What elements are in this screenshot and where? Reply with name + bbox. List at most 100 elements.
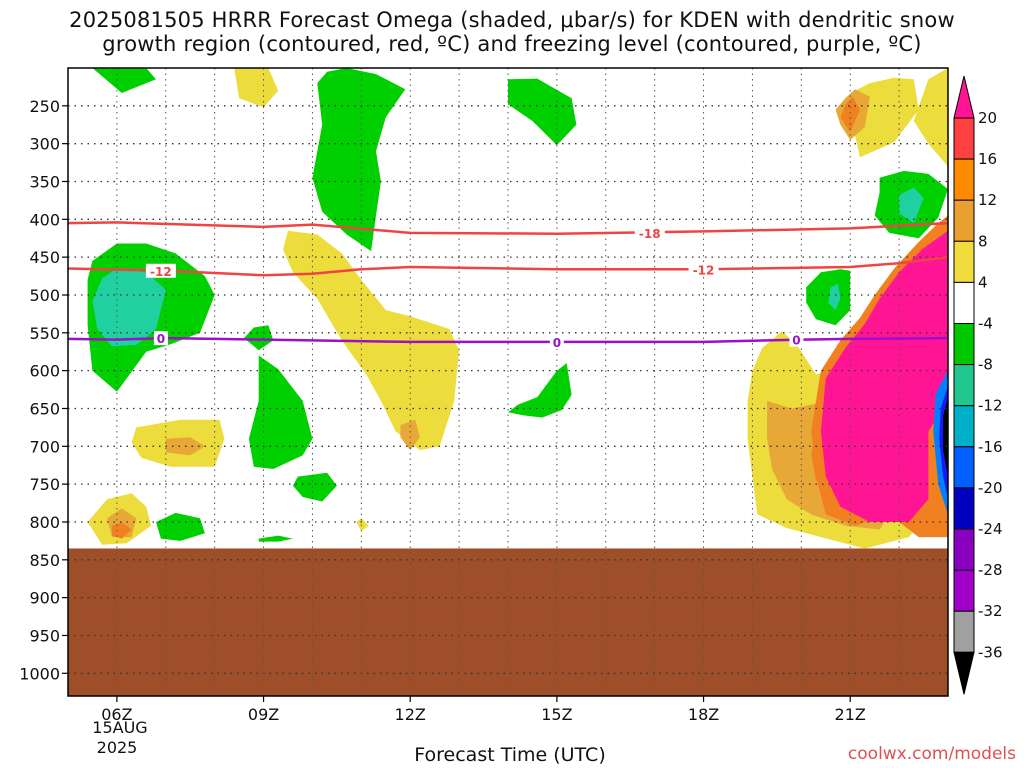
colorbar-label: -4 bbox=[978, 315, 993, 333]
colorbar-label: 16 bbox=[978, 150, 997, 168]
date-label-line-1: 15AUG bbox=[92, 718, 147, 737]
colorbar-segment bbox=[953, 364, 975, 407]
x-tick-label: 21Z bbox=[835, 705, 866, 724]
omega-region bbox=[156, 512, 205, 541]
y-tick-label: 300 bbox=[29, 135, 60, 154]
y-tick-label: 900 bbox=[29, 589, 60, 608]
contour-label-bg bbox=[153, 331, 168, 346]
contour-label: 0 bbox=[553, 336, 561, 350]
y-tick-label: 750 bbox=[29, 475, 60, 494]
y-tick-label: 800 bbox=[29, 513, 60, 532]
contour-label: 0 bbox=[792, 334, 800, 348]
colorbar-segment bbox=[953, 569, 975, 612]
x-tick-label: 15Z bbox=[541, 705, 572, 724]
x-tick-label: 18Z bbox=[688, 705, 719, 724]
y-tick-label: 550 bbox=[29, 324, 60, 343]
colorbar-segment bbox=[953, 405, 975, 448]
omega-region bbox=[248, 355, 313, 469]
y-tick-label: 400 bbox=[29, 210, 60, 229]
y-tick-label: 600 bbox=[29, 362, 60, 381]
contour-label-bg bbox=[688, 262, 719, 277]
omega-region bbox=[806, 269, 851, 326]
colorbar-label: 12 bbox=[978, 191, 997, 209]
omega-region bbox=[92, 268, 166, 347]
colorbar-label: -28 bbox=[978, 561, 1003, 579]
omega-region bbox=[943, 397, 948, 477]
omega-region bbox=[899, 187, 924, 224]
contour-label: -18 bbox=[639, 227, 661, 241]
omega-region bbox=[234, 68, 279, 108]
colorbar-label: 8 bbox=[978, 232, 988, 250]
omega-region bbox=[400, 419, 420, 451]
chart-title: 2025081505 HRRR Forecast Omega (shaded, … bbox=[0, 8, 1024, 56]
omega-region bbox=[258, 535, 293, 542]
colorbar-label: -32 bbox=[978, 602, 1003, 620]
grid bbox=[68, 68, 948, 696]
x-tick-label: 06Z bbox=[101, 705, 132, 724]
omega-region bbox=[312, 68, 406, 252]
omega-region bbox=[356, 518, 369, 532]
contour-label-bg bbox=[145, 263, 176, 278]
colorbar-label: -36 bbox=[978, 643, 1003, 661]
plot-frame bbox=[67, 67, 949, 697]
y-tick-label: 450 bbox=[29, 248, 60, 267]
date-label-line-2: 2025 bbox=[97, 738, 138, 757]
axes: 250 300 350 400 450 500 550 600 650 700 750 800 850 9… bbox=[19, 97, 866, 724]
x-tick-label: 12Z bbox=[395, 705, 426, 724]
y-tick-label: 500 bbox=[29, 286, 60, 305]
y-tick-label: 250 bbox=[29, 97, 60, 116]
contour-label: -12 bbox=[693, 263, 715, 277]
colorbar: 20 16 12 8 4 -4 -8 -12 -16 -20 -24 -28 -32 -36 bbox=[953, 75, 1003, 695]
y-tick-label: 650 bbox=[29, 399, 60, 418]
contour-label: -12 bbox=[150, 265, 172, 279]
credit-link[interactable]: coolwx.com/models bbox=[847, 744, 1016, 764]
omega-region bbox=[820, 230, 948, 522]
terrain-fill bbox=[68, 548, 948, 696]
title-line-2: growth region (contoured, red, ºC) and f… bbox=[102, 32, 922, 56]
omega-region bbox=[112, 522, 132, 539]
contour-line bbox=[67, 336, 949, 344]
y-tick-label: 850 bbox=[29, 551, 60, 570]
omega-region bbox=[508, 78, 577, 146]
omega-region bbox=[508, 363, 572, 418]
colorbar-bottom-arrow bbox=[953, 651, 975, 695]
colorbar-label: -20 bbox=[978, 479, 1003, 497]
colorbar-segment bbox=[953, 487, 975, 530]
y-tick-label: 700 bbox=[29, 437, 60, 456]
y-tick-label: 350 bbox=[29, 172, 60, 191]
omega-region bbox=[913, 68, 948, 167]
colorbar-segment bbox=[953, 117, 975, 160]
contour-label-bg bbox=[789, 332, 804, 347]
colorbar-segment bbox=[953, 323, 975, 366]
x-axis-title: Forecast Time (UTC) bbox=[414, 744, 606, 766]
contours: -18 -12 -12 0 0 0 bbox=[67, 221, 949, 350]
omega-region bbox=[292, 472, 337, 502]
colorbar-segment bbox=[953, 199, 975, 242]
colorbar-segment bbox=[953, 446, 975, 489]
y-tick-label: 1000 bbox=[19, 664, 60, 683]
title-line-1: 2025081505 HRRR Forecast Omega (shaded, … bbox=[69, 8, 955, 32]
colorbar-label: -24 bbox=[978, 520, 1003, 538]
contour-label-bg bbox=[549, 334, 564, 349]
omega-region bbox=[828, 283, 841, 311]
colorbar-segment bbox=[953, 610, 975, 653]
colorbar-label: -12 bbox=[978, 397, 1003, 415]
colorbar-top-arrow bbox=[953, 75, 975, 119]
omega-shading bbox=[87, 68, 948, 549]
colorbar-label: 4 bbox=[978, 273, 988, 291]
colorbar-label: -16 bbox=[978, 438, 1003, 456]
colorbar-segment bbox=[953, 281, 975, 324]
colorbar-label: -8 bbox=[978, 356, 993, 374]
colorbar-segment bbox=[953, 528, 975, 571]
contour-line bbox=[67, 255, 949, 277]
colorbar-label: 20 bbox=[978, 109, 997, 127]
omega-region bbox=[244, 325, 274, 351]
terrain bbox=[68, 548, 948, 696]
contour-label: 0 bbox=[157, 332, 165, 346]
y-tick-label: 950 bbox=[29, 626, 60, 645]
omega-region bbox=[92, 68, 156, 93]
contour-label-bg bbox=[634, 225, 665, 240]
colorbar-segment bbox=[953, 240, 975, 283]
colorbar-segment bbox=[953, 158, 975, 201]
contour-line bbox=[67, 221, 949, 235]
